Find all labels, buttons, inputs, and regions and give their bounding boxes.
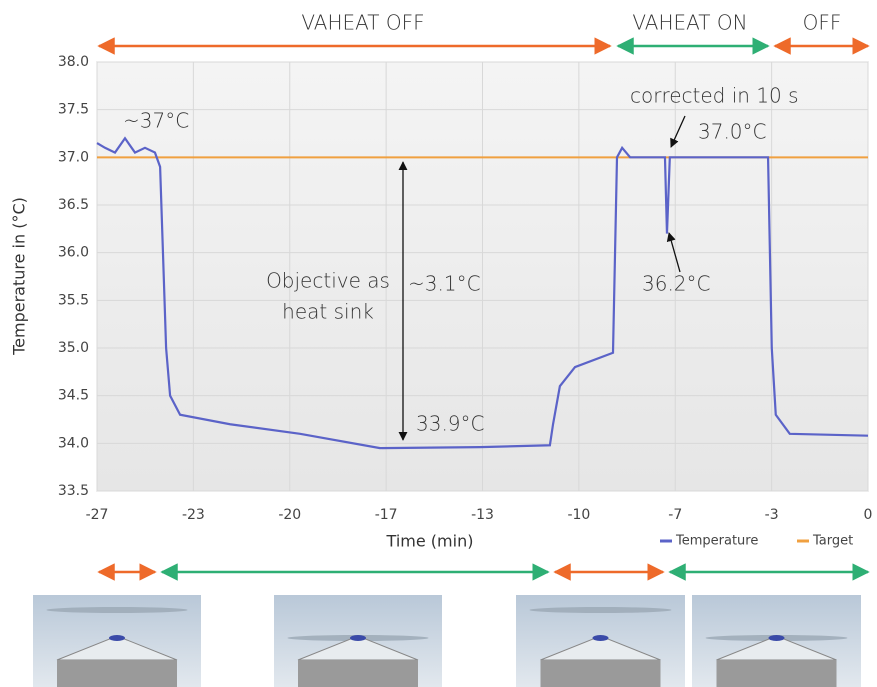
coverslip (46, 607, 188, 613)
thumbnail (274, 595, 442, 687)
thumbnail (692, 595, 861, 687)
phase-label: VAHEAT ON (632, 11, 747, 35)
annotation: 36.2°C (642, 272, 711, 296)
y-tick-label: 34.0 (58, 435, 89, 451)
y-tick-label: 36.0 (58, 245, 89, 261)
y-tick-label: 37.5 (58, 102, 89, 118)
y-tick-label: 37.0 (58, 149, 89, 165)
annotation: 33.9°C (416, 412, 485, 436)
x-tick-label: -27 (86, 507, 109, 523)
annotation: ~3.1°C (408, 272, 481, 296)
objective-body (540, 660, 661, 687)
x-tick-label: -7 (668, 507, 682, 523)
y-axis-label: Temperature in (°C) (10, 197, 29, 356)
phase-label: OFF (803, 11, 842, 35)
lens (592, 635, 609, 641)
legend-label: Target (812, 534, 853, 549)
annotation-arrow (666, 232, 681, 273)
coverslip (529, 607, 672, 613)
annotation: corrected in 10 s (630, 84, 799, 108)
y-tick-label: 35.5 (58, 292, 89, 308)
objective-body (57, 660, 177, 687)
annotation: Objective as (266, 269, 390, 293)
x-tick-label: -23 (182, 507, 205, 523)
y-tick-label: 34.5 (58, 388, 89, 404)
y-tick-label: 33.5 (58, 483, 89, 499)
x-axis-label: Time (min) (386, 532, 474, 551)
phase-label: VAHEAT OFF (301, 11, 424, 35)
objective-body (716, 660, 837, 687)
x-tick-label: -13 (471, 507, 494, 523)
lens (350, 635, 366, 641)
thumbnail (516, 595, 685, 687)
thumbnail (33, 595, 201, 687)
y-tick-label: 35.0 (58, 340, 89, 356)
y-tick-label: 38.0 (58, 54, 89, 70)
x-tick-label: -17 (375, 507, 398, 523)
annotation-arrow (670, 115, 686, 148)
x-tick-label: -3 (765, 507, 779, 523)
annotation: 37.0°C (698, 120, 767, 144)
objective-body (298, 660, 418, 687)
lens (109, 635, 125, 641)
y-tick-label: 36.5 (58, 197, 89, 213)
annotation: heat sink (282, 300, 374, 324)
annotation: ~37°C (123, 109, 189, 133)
lens (768, 635, 785, 641)
x-tick-label: -20 (278, 507, 301, 523)
line (96, 136, 869, 450)
x-tick-label: -10 (567, 507, 590, 523)
x-tick-label: 0 (864, 507, 873, 523)
legend-label: Temperature (675, 534, 758, 549)
layout (97, 37, 870, 581)
